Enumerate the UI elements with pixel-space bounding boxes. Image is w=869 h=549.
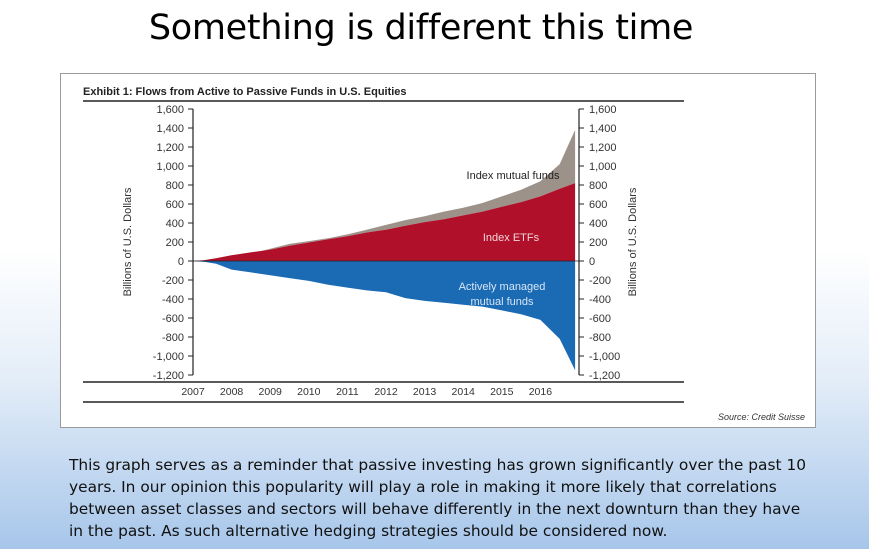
x-tick-label: 2013 (413, 386, 437, 398)
y-tick-label-right: 1,400 (589, 123, 617, 135)
annotation-active-line2: mutual funds (471, 296, 534, 308)
slide-caption: This graph serves as a reminder that pas… (69, 456, 807, 540)
area-actively-managed (193, 261, 576, 371)
x-tick-label: 2010 (297, 386, 321, 398)
y-tick-label-left: -200 (162, 275, 184, 287)
y-tick-label-right: 400 (589, 218, 607, 230)
x-tick-label: 2009 (259, 386, 283, 398)
annotation-active-line1: Actively managed (459, 281, 546, 293)
y-tick-label-left: -400 (162, 294, 184, 306)
y-tick-label-right: 1,200 (589, 142, 617, 154)
y-tick-label-left: -1,000 (153, 351, 184, 363)
y-tick-label-left: -600 (162, 313, 184, 325)
y-tick-label-right: 200 (589, 237, 607, 249)
x-tick-label: 2008 (220, 386, 244, 398)
exhibit-chart-panel: Exhibit 1: Flows from Active to Passive … (60, 73, 816, 428)
flows-area-chart: Exhibit 1: Flows from Active to Passive … (83, 86, 805, 422)
y-tick-label-left: 200 (166, 237, 184, 249)
y-tick-label-right: -200 (589, 275, 611, 287)
y-tick-label-right: 0 (589, 256, 595, 268)
y-tick-label-right: -1,200 (589, 370, 620, 382)
y-tick-label-left: 0 (178, 256, 184, 268)
x-tick-label: 2014 (452, 386, 476, 398)
y-tick-label-left: -800 (162, 332, 184, 344)
y-tick-label-left: 1,400 (156, 123, 184, 135)
x-tick-label: 2007 (181, 386, 205, 398)
y-tick-label-left: 600 (166, 199, 184, 211)
x-tick-label: 2016 (529, 386, 553, 398)
y-tick-label-right: -800 (589, 332, 611, 344)
y-tick-label-right: 800 (589, 180, 607, 192)
y-tick-label-left: 800 (166, 180, 184, 192)
y-tick-label-left: 1,600 (156, 104, 184, 116)
y-axis-title-right: Billions of U.S. Dollars (627, 187, 639, 296)
y-tick-label-left: 1,000 (156, 161, 184, 173)
y-tick-label-right: -1,000 (589, 351, 620, 363)
y-tick-label-left: 400 (166, 218, 184, 230)
y-tick-label-right: 1,000 (589, 161, 617, 173)
chart-source: Source: Credit Suisse (718, 412, 805, 422)
area-index-etfs (193, 183, 576, 261)
slide-title: Something is different this time (148, 8, 694, 48)
x-tick-label: 2011 (336, 386, 359, 398)
annotation-index-mutual-funds: Index mutual funds (467, 170, 560, 182)
y-tick-label-right: 600 (589, 199, 607, 211)
y-tick-label-left: -1,200 (153, 370, 184, 382)
y-tick-label-right: -600 (589, 313, 611, 325)
y-tick-label-right: 1,600 (589, 104, 617, 116)
y-tick-label-left: 1,200 (156, 142, 184, 154)
annotation-index-etfs: Index ETFs (483, 232, 540, 244)
x-tick-label: 2015 (490, 386, 514, 398)
y-axis-title-left: Billions of U.S. Dollars (122, 187, 134, 296)
x-tick-label: 2012 (374, 386, 398, 398)
y-tick-label-right: -400 (589, 294, 611, 306)
chart-title: Exhibit 1: Flows from Active to Passive … (83, 86, 407, 98)
